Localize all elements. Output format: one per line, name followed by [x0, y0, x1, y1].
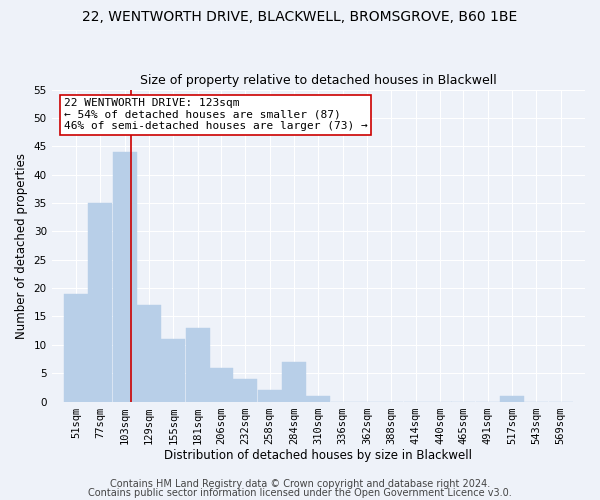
Bar [64, 294, 88, 402]
Title: Size of property relative to detached houses in Blackwell: Size of property relative to detached ho… [140, 74, 497, 87]
Bar [233, 379, 257, 402]
Y-axis label: Number of detached properties: Number of detached properties [15, 152, 28, 338]
Bar [137, 305, 161, 402]
Bar [258, 390, 281, 402]
Text: Contains public sector information licensed under the Open Government Licence v3: Contains public sector information licen… [88, 488, 512, 498]
Bar [161, 339, 185, 402]
Bar [282, 362, 306, 402]
Bar [307, 396, 330, 402]
Bar [500, 396, 524, 402]
Bar [186, 328, 209, 402]
Bar [88, 203, 112, 402]
Text: 22 WENTWORTH DRIVE: 123sqm
← 54% of detached houses are smaller (87)
46% of semi: 22 WENTWORTH DRIVE: 123sqm ← 54% of deta… [64, 98, 368, 132]
Text: Contains HM Land Registry data © Crown copyright and database right 2024.: Contains HM Land Registry data © Crown c… [110, 479, 490, 489]
Text: 22, WENTWORTH DRIVE, BLACKWELL, BROMSGROVE, B60 1BE: 22, WENTWORTH DRIVE, BLACKWELL, BROMSGRO… [82, 10, 518, 24]
X-axis label: Distribution of detached houses by size in Blackwell: Distribution of detached houses by size … [164, 450, 472, 462]
Bar [113, 152, 137, 402]
Bar [209, 368, 233, 402]
